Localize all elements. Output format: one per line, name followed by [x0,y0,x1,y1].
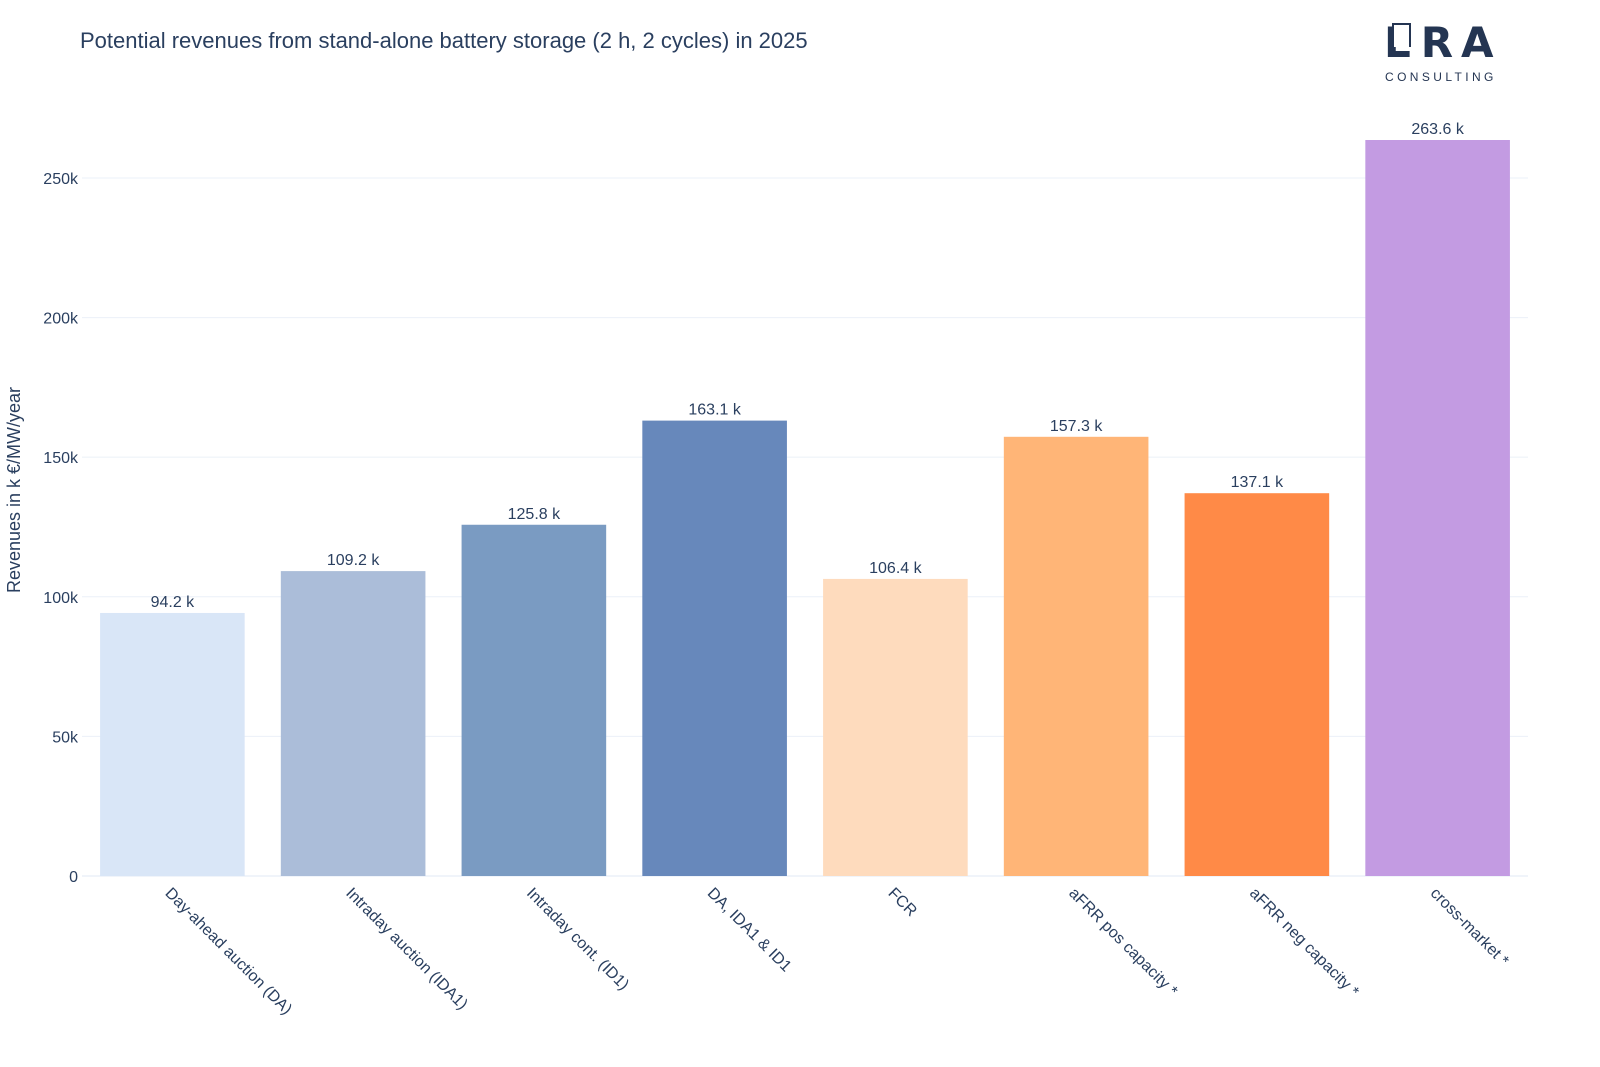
bar [1365,140,1510,876]
bar [1184,493,1330,876]
bar-data-label: 263.6 k [1411,121,1464,138]
bar-data-label: 163.1 k [688,402,741,419]
x-axis-ticks: Day-ahead auction (DA) Intraday auction (… [162,885,1512,1018]
x-tick-label: Intraday cont. (ID1) [523,885,632,994]
y-axis-ticks: 0 50k 100k 150k 200k 250k [43,171,79,886]
x-tick-label: aFRR pos capacity * [1065,885,1180,1000]
bars: 94.2 k 109.2 k 125.8 k 163.1 k 106.4 k 157.3 … [100,121,1510,876]
era-consulting-logo: ERA CONSULTING [1384,20,1499,86]
x-tick-label: Intraday auction (IDA1) [342,885,470,1013]
x-tick-label: cross-market * [1427,885,1512,970]
bar [461,524,607,876]
y-tick-label: 150k [43,450,79,467]
y-tick-label: 50k [52,729,79,746]
bar [1003,436,1149,876]
bar-data-label: 137.1 k [1231,474,1284,491]
bar-data-label: 125.8 k [508,506,561,523]
logo-subtitle: CONSULTING [1385,70,1497,84]
chart-title: Potential revenues from stand-alone batt… [80,28,808,53]
logo-frame-shape [1392,23,1411,47]
bar-data-label: 106.4 k [869,560,922,577]
y-tick-label: 0 [69,869,78,886]
bar [100,612,245,876]
y-tick-label: 200k [43,311,79,328]
y-tick-label: 100k [43,590,79,607]
x-tick-label: DA, IDA1 & ID1 [704,885,795,976]
y-axis-title: Revenues in k €/MW/year [4,387,24,593]
x-tick-label: Day-ahead auction (DA) [162,885,295,1018]
bar [642,420,787,876]
x-tick-label: aFRR neg capacity * [1246,885,1362,1001]
bar [280,571,426,876]
bar-data-label: 94.2 k [151,594,196,611]
bar [823,578,968,876]
x-tick-label: FCR [885,885,920,920]
bar-data-label: 157.3 k [1050,418,1103,435]
bar-data-label: 109.2 k [327,552,380,569]
y-tick-label: 250k [43,171,79,188]
